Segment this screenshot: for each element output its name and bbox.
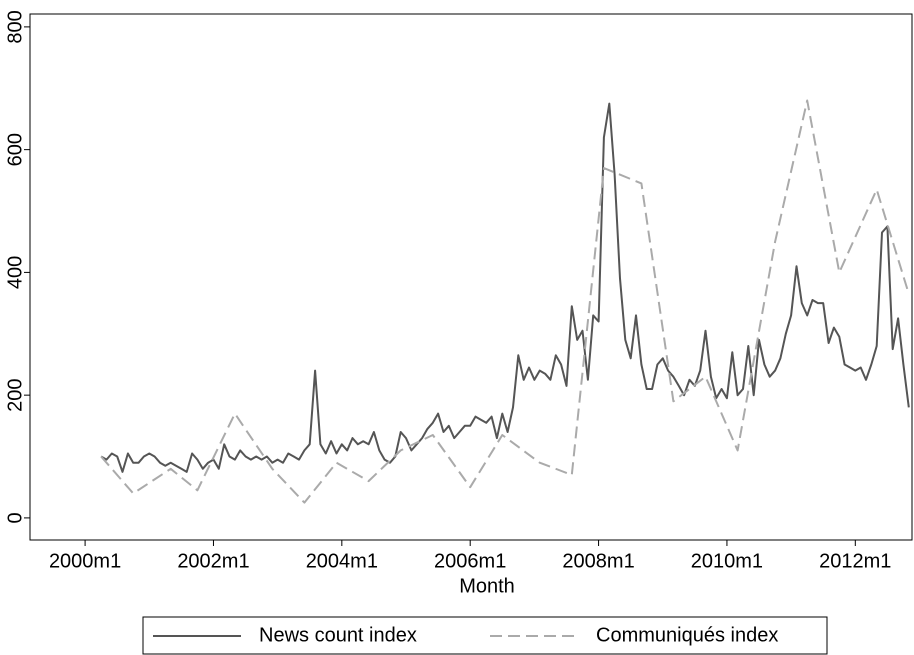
y-tick-label: 600	[4, 133, 26, 166]
y-tick-label: 200	[4, 378, 26, 411]
x-tick-label: 2006m1	[434, 550, 506, 572]
x-tick-label: 2004m1	[306, 550, 378, 572]
legend-label: News count index	[259, 624, 417, 646]
y-tick-label: 0	[4, 512, 26, 523]
x-tick-label: 2008m1	[562, 550, 634, 572]
legend-box	[142, 616, 828, 655]
y-tick-label: 800	[4, 10, 26, 43]
x-tick-label: 2012m1	[819, 550, 891, 572]
legend-label: Communiqués index	[596, 624, 778, 646]
line-series	[100, 102, 910, 473]
x-tick-label: 2010m1	[691, 550, 763, 572]
x-tick-label: 2000m1	[49, 550, 121, 572]
y-tick-label: 400	[4, 256, 26, 289]
line-series	[100, 99, 910, 504]
plot-frame	[29, 13, 913, 541]
x-tick-label: 2002m1	[177, 550, 249, 572]
x-axis-label: Month	[459, 575, 515, 597]
